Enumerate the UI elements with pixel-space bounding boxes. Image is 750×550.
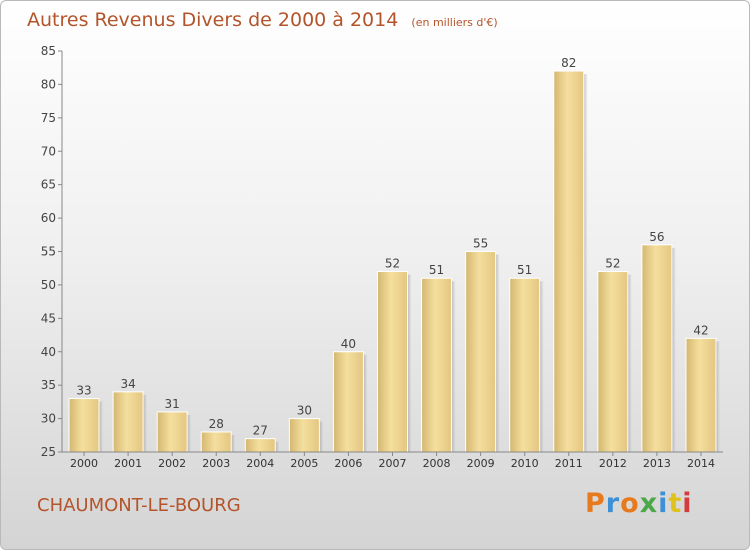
bar-2002 <box>156 411 188 453</box>
bar-shadow <box>363 354 368 452</box>
bar-shadow <box>715 341 720 452</box>
data-label-2001: 34 <box>120 377 135 391</box>
y-tick-label-30: 30 <box>41 412 56 426</box>
bar-shadow <box>143 394 148 452</box>
bar-shadow <box>627 274 632 452</box>
data-label-2004: 27 <box>253 424 268 438</box>
bar-2001 <box>112 391 144 453</box>
x-tick-label-2009: 2009 <box>467 457 495 470</box>
x-tick-label-2004: 2004 <box>246 457 274 470</box>
data-label-2006: 40 <box>341 337 356 351</box>
x-tick-label-2011: 2011 <box>555 457 583 470</box>
bar-shadow <box>583 74 588 453</box>
chart-unit-label: (en milliers d'€) <box>411 16 498 29</box>
y-tick-label-55: 55 <box>41 245 56 259</box>
x-tick-label-2000: 2000 <box>70 457 98 470</box>
data-label-2000: 33 <box>76 384 91 398</box>
y-tick-label-75: 75 <box>41 111 56 125</box>
brand-letter: r <box>605 488 621 519</box>
data-label-2002: 31 <box>165 397 180 411</box>
chart-title-block: Autres Revenus Divers de 2000 à 2014 (en… <box>27 9 498 31</box>
data-label-2010: 51 <box>517 263 532 277</box>
y-tick-label-35: 35 <box>41 378 56 392</box>
x-tick-label-2003: 2003 <box>202 457 230 470</box>
y-tick-label-40: 40 <box>41 345 56 359</box>
x-tick-label-2008: 2008 <box>423 457 451 470</box>
bar-2005 <box>288 418 320 453</box>
brand-letter: P <box>585 488 606 519</box>
y-tick-label-60: 60 <box>41 211 56 225</box>
y-tick-label-70: 70 <box>41 144 56 158</box>
bar-shadow <box>187 414 192 452</box>
x-tick-label-2002: 2002 <box>158 457 186 470</box>
bar-2014 <box>685 337 717 453</box>
data-label-2012: 52 <box>605 257 620 271</box>
bar-shadow <box>231 434 236 452</box>
data-label-2013: 56 <box>649 230 664 244</box>
bar-2008 <box>421 277 453 453</box>
bar-2012 <box>597 271 629 453</box>
data-label-2011: 82 <box>561 56 576 70</box>
y-tick-label-45: 45 <box>41 311 56 325</box>
bar-shadow <box>451 281 456 452</box>
brand-logo: Proxiti <box>585 488 693 519</box>
bar-shadow <box>671 247 676 452</box>
brand-letter: x <box>639 488 659 519</box>
x-tick-label-2013: 2013 <box>643 457 671 470</box>
bar-2009 <box>465 251 497 453</box>
bar-2000 <box>68 398 100 453</box>
bar-2006 <box>332 351 364 453</box>
bar-2013 <box>641 244 673 453</box>
x-tick-label-2012: 2012 <box>599 457 627 470</box>
y-tick-label-50: 50 <box>41 278 56 292</box>
data-label-2003: 28 <box>209 417 224 431</box>
brand-letter: i <box>682 488 693 519</box>
bar-2004 <box>244 438 276 453</box>
x-tick-label-2001: 2001 <box>114 457 142 470</box>
chart-title: Autres Revenus Divers de 2000 à 2014 <box>27 9 399 31</box>
bar-2003 <box>200 431 232 453</box>
x-tick-label-2014: 2014 <box>687 457 715 470</box>
data-label-2008: 51 <box>429 263 444 277</box>
bar-2007 <box>377 271 408 453</box>
brand-letter: t <box>668 488 683 519</box>
y-tick-label-25: 25 <box>41 445 56 459</box>
axis-layer <box>58 50 723 456</box>
y-tick-label-65: 65 <box>41 178 56 192</box>
location-name: CHAUMONT-LE-BOURG <box>37 495 241 516</box>
data-label-2009: 55 <box>473 237 488 251</box>
data-label-2007: 52 <box>385 257 400 271</box>
y-tick-label-80: 80 <box>41 77 56 91</box>
data-label-2005: 30 <box>297 404 312 418</box>
bar-shadow <box>319 421 324 452</box>
bar-shadow <box>99 401 104 452</box>
bar-shadow <box>539 281 544 452</box>
bar-shadow <box>407 274 412 452</box>
bars-layer <box>68 70 720 453</box>
x-tick-label-2005: 2005 <box>290 457 318 470</box>
brand-letter: i <box>658 488 669 519</box>
bar-shadow <box>495 254 500 452</box>
brand-letter: o <box>620 488 640 519</box>
x-tick-label-2010: 2010 <box>511 457 539 470</box>
x-tick-label-2007: 2007 <box>379 457 407 470</box>
bar-2010 <box>509 277 541 453</box>
x-tick-label-2006: 2006 <box>334 457 362 470</box>
bar-2011 <box>553 70 585 453</box>
bar-shadow <box>275 441 280 452</box>
labels-layer: 33 2000 34 2001 31 2002 28 2003 27 2004 30 2005 40 20… <box>41 44 715 470</box>
y-tick-label-85: 85 <box>41 44 56 58</box>
data-label-2014: 42 <box>693 323 708 337</box>
